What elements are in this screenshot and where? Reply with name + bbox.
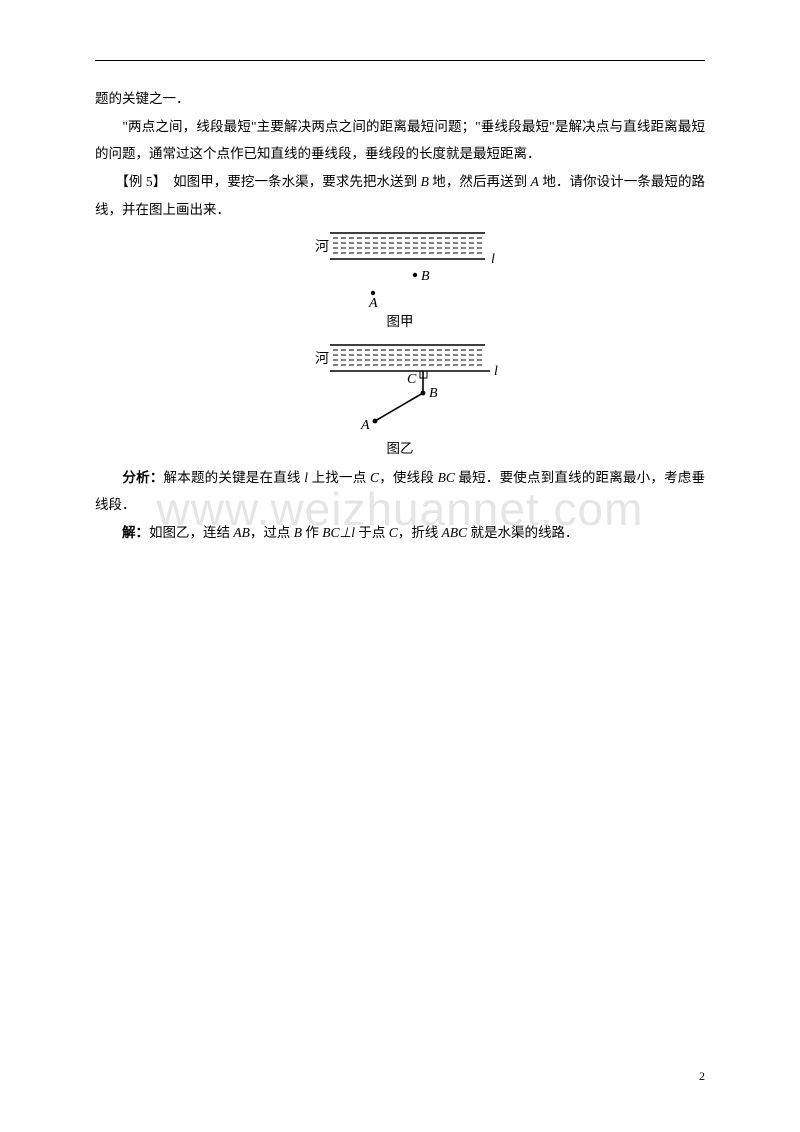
p4-d: 上找一点: [308, 470, 370, 485]
line-l-label: l: [491, 252, 495, 267]
top-rule: [95, 60, 705, 61]
caption-jia: 图甲: [387, 309, 414, 335]
line-l-label-2: l: [494, 364, 498, 379]
diagram-jia-svg: 河 l B A: [295, 227, 505, 307]
p5-g: ，折线: [398, 525, 442, 540]
p3-a: 【例 5】 如图甲，要挖一条水渠，要求先把水送到: [95, 174, 421, 189]
p4-e: ，使线段: [379, 470, 438, 485]
pt-B-label-2: B: [429, 386, 438, 401]
paragraph-solution: 解：如图乙，连结 AB，过点 B 作 BC⊥l 于点 C，折线 ABC 就是水渠…: [95, 519, 705, 547]
pt-B-label: B: [421, 269, 430, 284]
sym-B2: B: [294, 525, 302, 540]
page-number: 2: [699, 1069, 705, 1084]
diagram-yi: 河 l C B A 图乙: [95, 339, 705, 462]
p5-h: 就是水渠的线路．: [467, 525, 578, 540]
river-label-2: 河: [315, 351, 329, 367]
solution-label: 解：: [122, 525, 149, 540]
paragraph-1: 题的关键之一．: [95, 85, 705, 113]
p4-a: [95, 470, 122, 485]
p5-a: [95, 525, 122, 540]
sym-ABC: ABC: [442, 525, 468, 540]
sym-BCperp: BC⊥l: [322, 525, 355, 540]
sym-AB: AB: [233, 525, 250, 540]
p5-e: 作: [302, 525, 322, 540]
sym-C: C: [370, 470, 379, 485]
diagram-yi-svg: 河 l C B A: [295, 339, 505, 434]
p4-c: 解本题的关键是在直线: [164, 470, 305, 485]
sym-BC: BC: [438, 470, 455, 485]
sym-B: B: [421, 174, 429, 189]
river-label: 河: [315, 239, 329, 255]
pt-A-label: A: [368, 296, 378, 307]
sym-A: A: [531, 174, 539, 189]
p5-f: 于点: [355, 525, 389, 540]
diagram-jia: 河 l B A 图甲: [95, 227, 705, 335]
paragraph-3: 【例 5】 如图甲，要挖一条水渠，要求先把水送到 B 地，然后再送到 A 地．请…: [95, 168, 705, 223]
caption-yi: 图乙: [387, 436, 414, 462]
sym-C2: C: [389, 525, 398, 540]
pt-A-label-2: A: [360, 418, 370, 433]
p5-d: ，过点: [250, 525, 294, 540]
p3-b: 地，然后再送到: [429, 174, 531, 189]
pt-C-label: C: [407, 372, 417, 387]
paragraph-analysis: 分析：解本题的关键是在直线 l 上找一点 C，使线段 BC 最短．要使点到直线的…: [95, 464, 705, 519]
analysis-label: 分析：: [122, 470, 163, 485]
paragraph-2: "两点之间，线段最短"主要解决两点之间的距离最短问题；"垂线段最短"是解决点与直…: [95, 113, 705, 168]
p5-c: 如图乙，连结: [149, 525, 233, 540]
